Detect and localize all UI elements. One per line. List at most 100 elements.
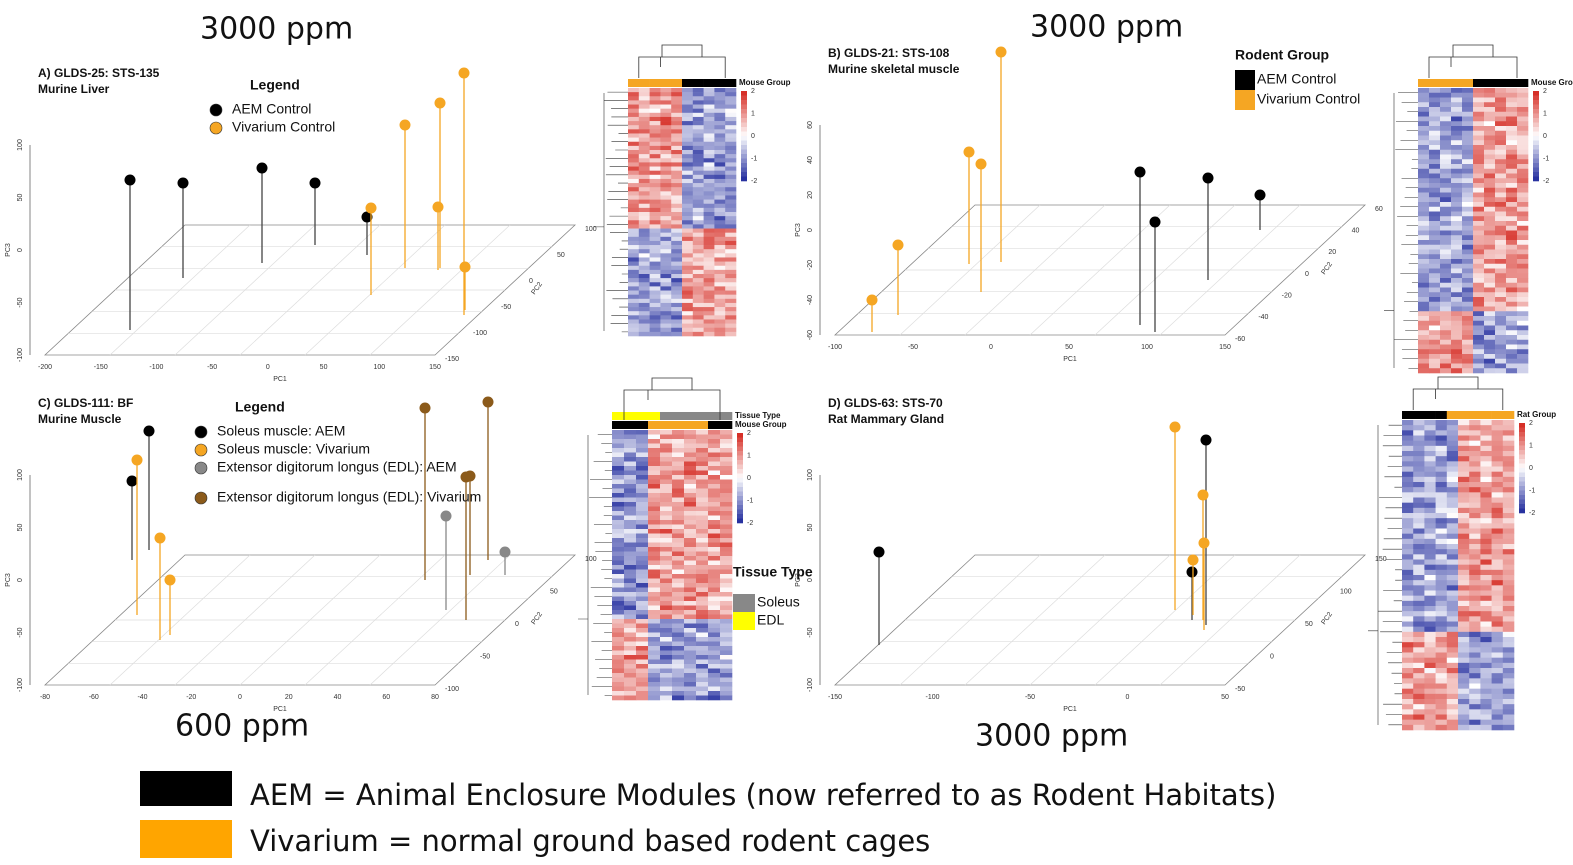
heatmap-cell (720, 439, 733, 444)
heatmap-cell (1402, 606, 1414, 612)
pc1-tick-label: 150 (429, 364, 441, 371)
heatmap-cell (1424, 461, 1436, 467)
heatmap-cell (1506, 254, 1518, 260)
heatmap-cell (1502, 451, 1515, 457)
heatmap-cell (636, 583, 649, 588)
heatmap-cell (1473, 88, 1485, 94)
heatmap-cell (628, 245, 640, 250)
heatmap-cell (725, 174, 737, 180)
color-scale-cell (737, 514, 743, 519)
heatmap-cell (648, 619, 661, 624)
heatmap-cell (725, 162, 737, 167)
heatmap-cell (1418, 278, 1430, 284)
heatmap-cell (660, 461, 673, 467)
heatmap-cell (714, 104, 726, 109)
heatmap-cell (1473, 216, 1485, 222)
heatmap-cell (1429, 88, 1441, 94)
heatmap-cell (1473, 259, 1485, 265)
heatmap-cell (682, 88, 694, 93)
heatmap-cell (1413, 549, 1425, 555)
heatmap-cell (692, 137, 704, 143)
heatmap-cell (720, 619, 733, 624)
heatmap-cell (1402, 461, 1414, 467)
heatmap-cell (648, 470, 661, 476)
heatmap-cell (638, 129, 650, 134)
heatmap-cell (1495, 145, 1507, 151)
color-scale-cell (1533, 154, 1539, 159)
heatmap-cell (1495, 230, 1507, 236)
heatmap-cell (725, 282, 737, 287)
row-dendrogram (594, 91, 628, 333)
heatmap-cell (696, 632, 709, 638)
heatmap-cell (720, 632, 733, 638)
pc3-tick-label: 0 (807, 578, 814, 582)
heatmap-cell (612, 682, 625, 687)
heatmap-cell (1446, 719, 1459, 726)
heatmap-cell (1517, 206, 1529, 212)
heatmap-cell (1473, 325, 1485, 331)
heatmap-cell (649, 319, 661, 324)
heatmap-group-bar (1446, 411, 1459, 419)
heatmap-cell (638, 121, 650, 126)
heatmap-cell (708, 583, 721, 588)
heatmap-cell (624, 524, 637, 530)
heatmap-cell (672, 497, 685, 503)
heatmap-cell (703, 141, 715, 147)
heatmap-cell (682, 121, 694, 126)
heatmap-cell (638, 282, 650, 287)
heatmap-cell (714, 315, 726, 320)
heatmap-cell (1424, 714, 1436, 720)
heatmap-cell (1462, 97, 1474, 103)
heatmap-cell (1469, 600, 1481, 607)
heatmap-cell (638, 133, 650, 138)
heatmap-cell (682, 191, 694, 196)
heatmap-cell (1462, 206, 1474, 212)
heatmap-cell (692, 261, 704, 267)
heatmap-cell (1440, 320, 1452, 326)
heatmap-cell (1402, 652, 1414, 658)
heatmap-cell (1440, 325, 1452, 331)
heatmap-tissue-bar (648, 412, 661, 420)
heatmap-cell (682, 224, 694, 229)
heatmap-cell (628, 195, 640, 200)
heatmap-cell (708, 682, 721, 687)
heatmap-cell (1480, 518, 1492, 524)
heatmap-cell (682, 232, 694, 238)
heatmap-cell (1418, 126, 1430, 132)
heatmap-cell (1484, 183, 1496, 189)
heatmap-cell (672, 502, 685, 507)
heatmap-cell (703, 274, 715, 279)
heatmap-cell (720, 605, 733, 611)
heatmap-cell (628, 274, 640, 279)
heatmap-cell (1495, 282, 1507, 288)
heatmap-cell (1469, 513, 1481, 519)
heatmap-cell (1495, 287, 1507, 293)
heatmap-cell (1446, 523, 1459, 529)
heatmap-cell (1446, 554, 1459, 560)
heatmap-cell (660, 457, 673, 462)
heatmap-cell (1517, 330, 1529, 336)
heatmap-cell (1424, 600, 1436, 607)
heatmap-cell (660, 257, 672, 262)
heatmap-cell (672, 601, 685, 606)
heatmap-cell (703, 228, 715, 233)
heatmap-cell (682, 216, 694, 221)
heatmap-cell (1495, 192, 1507, 198)
heatmap-cell (1491, 600, 1504, 607)
heatmap-cell (1440, 102, 1452, 108)
heatmap-cell (714, 249, 726, 254)
heatmap-cell (1413, 445, 1425, 452)
heatmap-cell (1517, 159, 1529, 165)
heatmap-cell (1424, 471, 1436, 478)
heatmap-cell (696, 596, 709, 602)
heatmap-cell (682, 269, 694, 275)
heatmap-cell (1484, 216, 1496, 222)
color-scale-cell (741, 163, 747, 168)
heatmap-cell (725, 261, 737, 267)
heatmap-cell (725, 129, 737, 134)
lollipop-point (866, 294, 878, 306)
heatmap-cell (1469, 487, 1481, 493)
heatmap-cell (612, 592, 625, 597)
heatmap-cell (624, 614, 637, 620)
heatmap-cell (1435, 559, 1448, 565)
